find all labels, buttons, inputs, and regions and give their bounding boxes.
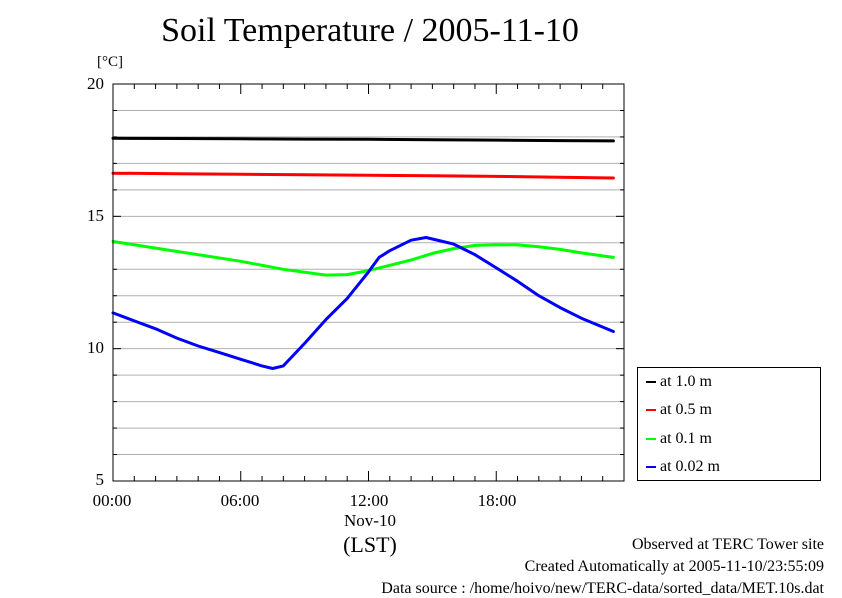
legend-item-002m: at 0.02 m [646,457,720,477]
date-label: Nov-10 [344,511,396,530]
y-tick-label-20: 20 [87,74,104,93]
x-tick-label-0600: 06:00 [220,491,260,510]
legend-item-01m: at 0.1 m [646,429,712,449]
legend-swatch-1m [646,381,656,383]
legend-swatch-01m [646,438,656,440]
x-tick-label-1200: 12:00 [349,491,389,510]
legend-item-05m: at 0.5 m [646,400,712,420]
y-tick-label-10: 10 [87,338,104,357]
series-line-2 [111,240,615,277]
legend-label-002m: at 0.02 m [660,458,720,475]
legend-swatch-05m [646,409,656,411]
footer-source: Data source : /home/hoivo/new/TERC-data/… [381,580,824,597]
legend-label-1m: at 1.0 m [660,373,712,390]
footer-created: Created Automatically at 2005-11-10/23:5… [524,558,824,575]
y-tick-label-15: 15 [87,206,104,225]
legend-label-01m: at 0.1 m [660,430,712,447]
plot-frame [112,83,625,482]
legend-swatch-002m [646,466,656,468]
y-axis-unit-label: [°C] [97,54,123,70]
chart-title: Soil Temperature / 2005-11-10 [161,12,579,49]
x-axis-label: (LST) [343,532,397,557]
x-tick-label-1800: 18:00 [477,491,517,510]
legend-label-05m: at 0.5 m [660,401,712,418]
legend: at 1.0 m at 0.5 m at 0.1 m at 0.02 m [637,367,821,481]
series-line-3 [111,236,615,370]
footer-site: Observed at TERC Tower site [631,536,824,553]
legend-item-1m: at 1.0 m [646,372,712,392]
series-line-0 [111,136,615,143]
y-tick-label-5: 5 [95,470,105,489]
series-line-1 [111,171,615,180]
x-tick-label-0000: 00:00 [92,491,132,510]
